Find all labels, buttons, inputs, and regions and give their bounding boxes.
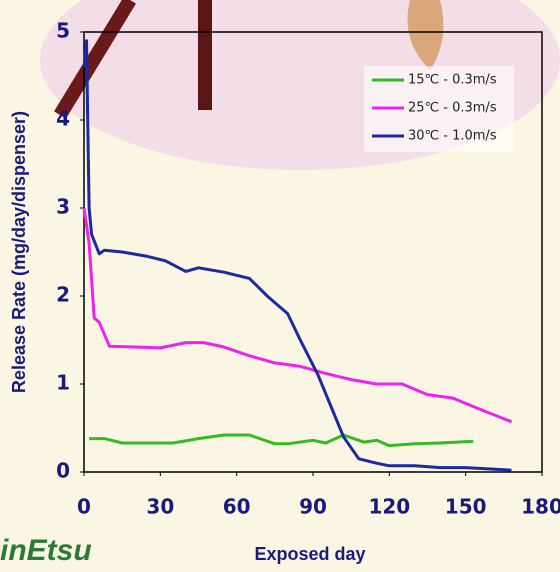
legend-label: 25℃ - 0.3m/s bbox=[408, 101, 497, 116]
y-tick-label: 5 bbox=[56, 19, 70, 43]
y-axis-title: Release Rate (mg/day/dispenser) bbox=[9, 111, 29, 393]
y-tick-label: 3 bbox=[56, 195, 70, 219]
legend-label: 30℃ - 1.0m/s bbox=[408, 129, 497, 144]
x-tick-label: 180 bbox=[521, 495, 560, 519]
x-tick-label: 0 bbox=[77, 495, 91, 519]
x-tick-label: 90 bbox=[299, 495, 327, 519]
x-tick-label: 120 bbox=[368, 495, 410, 519]
chart: Release Rate (mg/day/dispenser) Exposed … bbox=[0, 0, 560, 572]
logo: inEtsu bbox=[0, 534, 92, 567]
y-tick-label: 1 bbox=[56, 371, 70, 395]
x-tick-label: 150 bbox=[445, 495, 487, 519]
y-tick-label: 4 bbox=[56, 107, 70, 131]
x-axis-title: Exposed day bbox=[254, 544, 365, 564]
legend-label: 15℃ - 0.3m/s bbox=[408, 73, 497, 88]
x-tick-label: 30 bbox=[146, 495, 174, 519]
y-tick-label: 2 bbox=[56, 283, 70, 307]
x-tick-label: 60 bbox=[223, 495, 251, 519]
y-tick-label: 0 bbox=[56, 459, 70, 483]
